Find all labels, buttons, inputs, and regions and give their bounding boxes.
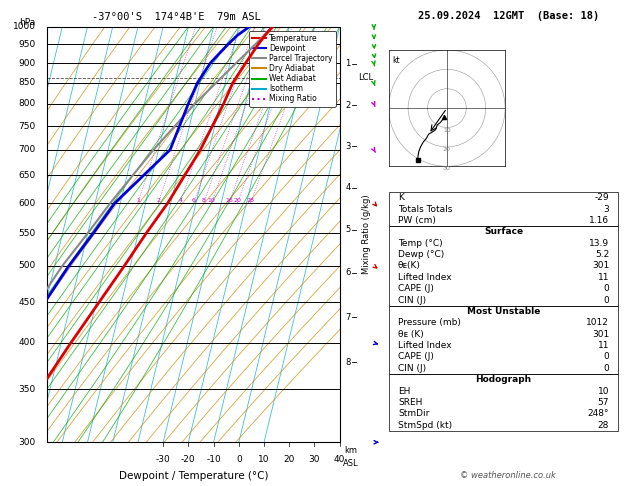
Text: 3: 3 (345, 142, 351, 151)
Bar (389, 192, 618, 226)
Text: 750: 750 (18, 122, 35, 131)
Text: 6: 6 (345, 268, 351, 278)
Text: 25.09.2024  12GMT  (Base: 18): 25.09.2024 12GMT (Base: 18) (418, 11, 599, 21)
Text: 900: 900 (18, 59, 35, 68)
Text: 10: 10 (598, 386, 609, 396)
Text: 2: 2 (345, 101, 351, 110)
Text: 700: 700 (18, 145, 35, 155)
Text: 30: 30 (309, 455, 320, 464)
Text: 248°: 248° (587, 409, 609, 418)
Text: 0: 0 (603, 352, 609, 362)
Text: Totals Totals: Totals Totals (398, 205, 452, 213)
Text: 20: 20 (233, 198, 242, 203)
Text: -10: -10 (206, 455, 221, 464)
Text: 301: 301 (592, 330, 609, 339)
Text: 16: 16 (225, 198, 233, 203)
Text: 350: 350 (18, 384, 35, 394)
Text: Hodograph: Hodograph (476, 375, 532, 384)
Text: 0: 0 (603, 364, 609, 373)
Text: 1.16: 1.16 (589, 216, 609, 225)
Text: 10: 10 (259, 455, 270, 464)
Text: SREH: SREH (398, 398, 422, 407)
Text: Surface: Surface (484, 227, 523, 236)
Text: 301: 301 (592, 261, 609, 270)
Text: 1012: 1012 (586, 318, 609, 327)
Text: ASL: ASL (343, 459, 359, 468)
Text: 7: 7 (345, 312, 351, 322)
Text: 1000: 1000 (13, 22, 35, 31)
Text: 10: 10 (208, 198, 216, 203)
Text: 11: 11 (598, 341, 609, 350)
Text: 0: 0 (603, 284, 609, 293)
Text: 0: 0 (603, 295, 609, 305)
Text: 4: 4 (178, 198, 182, 203)
Text: 30: 30 (443, 166, 451, 172)
Text: -30: -30 (156, 455, 170, 464)
Text: CAPE (J): CAPE (J) (398, 352, 434, 362)
Text: K: K (398, 193, 404, 202)
Text: 5.2: 5.2 (595, 250, 609, 259)
Bar (389, 306, 618, 374)
Text: 11: 11 (598, 273, 609, 282)
Text: 20: 20 (284, 455, 295, 464)
Text: 850: 850 (18, 78, 35, 87)
Text: 10: 10 (443, 127, 451, 133)
Text: θᴇ (K): θᴇ (K) (398, 330, 424, 339)
Text: 5: 5 (345, 226, 351, 234)
Text: -37°00'S  174°4B'E  79m ASL: -37°00'S 174°4B'E 79m ASL (92, 12, 260, 22)
Text: 13.9: 13.9 (589, 239, 609, 248)
Text: EH: EH (398, 386, 410, 396)
Text: 28: 28 (598, 421, 609, 430)
Text: 1: 1 (345, 59, 351, 69)
Text: 40: 40 (334, 455, 345, 464)
Text: 300: 300 (18, 438, 35, 447)
Text: 20: 20 (443, 147, 451, 152)
Text: Lifted Index: Lifted Index (398, 341, 452, 350)
Text: 0: 0 (236, 455, 242, 464)
Text: 550: 550 (18, 228, 35, 238)
Text: 450: 450 (18, 298, 35, 307)
Text: 800: 800 (18, 99, 35, 108)
Text: CAPE (J): CAPE (J) (398, 284, 434, 293)
Text: θᴇ(K): θᴇ(K) (398, 261, 421, 270)
Text: LCL: LCL (359, 73, 374, 83)
Text: 28: 28 (247, 198, 255, 203)
Text: PW (cm): PW (cm) (398, 216, 436, 225)
Legend: Temperature, Dewpoint, Parcel Trajectory, Dry Adiabat, Wet Adiabat, Isotherm, Mi: Temperature, Dewpoint, Parcel Trajectory… (250, 31, 336, 106)
Text: Lifted Index: Lifted Index (398, 273, 452, 282)
Text: 6: 6 (192, 198, 196, 203)
Text: -20: -20 (181, 455, 196, 464)
Text: 950: 950 (18, 40, 35, 49)
Text: Mixing Ratio (g/kg): Mixing Ratio (g/kg) (362, 195, 370, 274)
Text: 600: 600 (18, 199, 35, 208)
Text: -29: -29 (594, 193, 609, 202)
Text: Dewpoint / Temperature (°C): Dewpoint / Temperature (°C) (119, 471, 268, 481)
Bar (389, 226, 618, 306)
Text: 1: 1 (136, 198, 140, 203)
Text: 8: 8 (202, 198, 206, 203)
Text: © weatheronline.co.uk: © weatheronline.co.uk (460, 471, 556, 480)
Text: Dewp (°C): Dewp (°C) (398, 250, 444, 259)
Text: CIN (J): CIN (J) (398, 364, 426, 373)
Text: 500: 500 (18, 261, 35, 270)
Text: 400: 400 (18, 338, 35, 347)
Text: 57: 57 (598, 398, 609, 407)
Text: 3: 3 (603, 205, 609, 213)
Text: Pressure (mb): Pressure (mb) (398, 318, 461, 327)
Text: Most Unstable: Most Unstable (467, 307, 540, 316)
Text: 650: 650 (18, 171, 35, 180)
Text: km: km (344, 447, 357, 455)
Text: StmDir: StmDir (398, 409, 429, 418)
Text: 4: 4 (345, 183, 351, 192)
Text: 8: 8 (345, 358, 351, 367)
Text: 2: 2 (156, 198, 160, 203)
Bar (389, 374, 618, 431)
Text: kt: kt (392, 56, 400, 65)
Text: CIN (J): CIN (J) (398, 295, 426, 305)
Text: Temp (°C): Temp (°C) (398, 239, 443, 248)
Text: hPa: hPa (19, 17, 35, 27)
Text: StmSpd (kt): StmSpd (kt) (398, 421, 452, 430)
